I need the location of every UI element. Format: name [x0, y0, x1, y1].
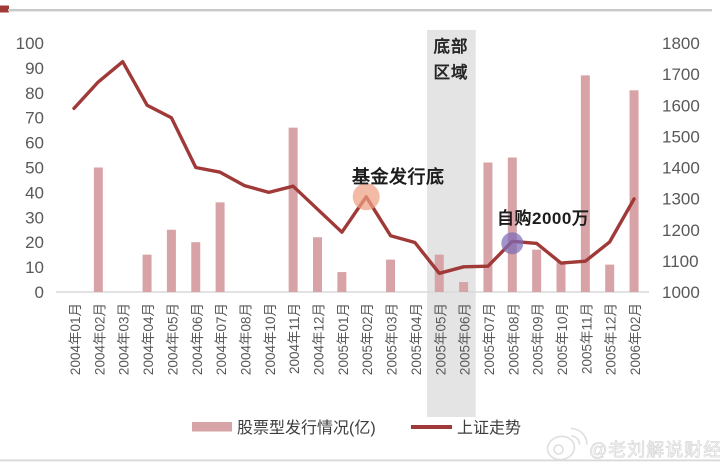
x-label-2005年03月: 2005年03月 [385, 303, 400, 375]
bar-2005年06月 [459, 282, 469, 292]
legend-bar-label: 股票型发行情况(亿) [237, 419, 376, 437]
bar-2004年04月 [142, 254, 152, 292]
x-label-2004年06月: 2004年06月 [190, 303, 205, 375]
index-trend-line [72, 60, 636, 275]
bar-2005年01月 [337, 272, 347, 292]
bar-2004年06月 [191, 242, 201, 292]
highlight-band-rect [427, 30, 476, 417]
bar-2004年02月 [93, 167, 103, 292]
bottom-rule [0, 459, 720, 462]
left-tick-80: 80 [25, 84, 44, 103]
bar-2005年10月 [556, 262, 566, 292]
left-tick-20: 20 [25, 233, 44, 252]
left-tick-90: 90 [25, 59, 44, 78]
weibo-icon [546, 427, 588, 461]
left-tick-50: 50 [25, 159, 44, 178]
x-label-2005年08月: 2005年08月 [506, 303, 521, 375]
x-label-2006年02月: 2006年02月 [628, 303, 643, 375]
left-tick-40: 40 [25, 183, 44, 202]
left-tick-60: 60 [25, 134, 44, 153]
x-label-2004年12月: 2004年12月 [312, 303, 327, 375]
marker-2005年02月 [352, 183, 380, 211]
right-tick-1600: 1600 [662, 96, 700, 115]
legend-line-label: 上证走势 [457, 419, 521, 437]
band-label-line1: 底部 [434, 36, 469, 56]
bar-2004年11月 [288, 127, 298, 292]
self-purchase-annotation: 自购2000万 [497, 208, 589, 228]
x-label-2005年01月: 2005年01月 [336, 303, 351, 375]
legend: 股票型发行情况(亿) 上证走势 [192, 419, 521, 437]
watermark: @老刘解说财经 [546, 427, 720, 461]
left-tick-0: 0 [35, 283, 44, 302]
x-label-2005年06月: 2005年06月 [458, 303, 473, 375]
x-label-2004年03月: 2004年03月 [117, 303, 132, 375]
right-tick-1500: 1500 [662, 127, 700, 146]
left-tick-100: 100 [16, 34, 44, 53]
x-label-2004年11月: 2004年11月 [287, 303, 302, 374]
x-label-2004年08月: 2004年08月 [238, 303, 253, 375]
right-tick-1000: 1000 [662, 283, 700, 302]
x-label-2004年01月: 2004年01月 [68, 303, 83, 375]
bar-2006年02月 [629, 90, 639, 292]
x-label-2004年02月: 2004年02月 [92, 303, 107, 375]
x-label-2005年07月: 2005年07月 [482, 303, 497, 375]
right-tick-1200: 1200 [662, 221, 700, 240]
marker-2005年08月 [501, 232, 524, 255]
x-label-2005年02月: 2005年02月 [360, 303, 375, 375]
x-label-2005年04月: 2005年04月 [409, 303, 424, 375]
annotation-markers [352, 183, 524, 255]
bar-2004年05月 [166, 229, 176, 292]
left-tick-70: 70 [25, 109, 44, 128]
top-left-accent [0, 5, 9, 13]
bar-series [93, 75, 639, 293]
x-label-2004年10月: 2004年10月 [263, 303, 278, 375]
left-axis-ticks: 0 10 20 30 40 50 60 70 80 90 100 [16, 34, 44, 302]
left-tick-30: 30 [25, 208, 44, 227]
right-tick-1300: 1300 [662, 190, 700, 209]
bar-2004年12月 [313, 237, 322, 292]
x-axis-labels: 2004年01月 2004年02月 2004年03月 2004年04月 2004年05月… [68, 303, 643, 375]
bar-2005年08月 [507, 157, 517, 292]
line-series [72, 60, 636, 275]
fund-issuance-bottom-annotation: 基金发行底 [351, 166, 445, 187]
x-label-2005年05月: 2005年05月 [433, 303, 448, 375]
right-tick-1100: 1100 [662, 252, 699, 271]
left-tick-10: 10 [25, 258, 44, 277]
band-label-line2: 区域 [434, 62, 469, 82]
bar-2005年09月 [532, 249, 542, 292]
bar-2005年03月 [386, 259, 396, 292]
right-axis-ticks: 1000 1100 1200 1300 1400 1500 1600 1700 1800 [662, 34, 700, 302]
x-label-2004年05月: 2004年05月 [165, 303, 180, 375]
bar-2005年11月 [580, 75, 590, 293]
x-label-2005年10月: 2005年10月 [555, 303, 570, 375]
right-tick-1700: 1700 [662, 65, 700, 84]
bar-2005年07月 [483, 162, 493, 292]
bar-2004年07月 [215, 202, 225, 292]
right-tick-1400: 1400 [662, 159, 700, 178]
right-tick-1800: 1800 [662, 34, 700, 53]
bar-2005年12月 [605, 264, 615, 292]
watermark-handle: @老刘解说财经 [589, 440, 720, 460]
top-rule [8, 9, 712, 12]
bottom-area-highlight-band [427, 30, 476, 417]
x-label-2005年09月: 2005年09月 [531, 303, 546, 375]
x-label-2005年12月: 2005年12月 [604, 303, 619, 375]
legend-bar-swatch [192, 422, 232, 432]
x-label-2004年07月: 2004年07月 [214, 303, 229, 375]
x-label-2004年04月: 2004年04月 [141, 303, 156, 375]
x-label-2005年11月: 2005年11月 [579, 303, 594, 374]
